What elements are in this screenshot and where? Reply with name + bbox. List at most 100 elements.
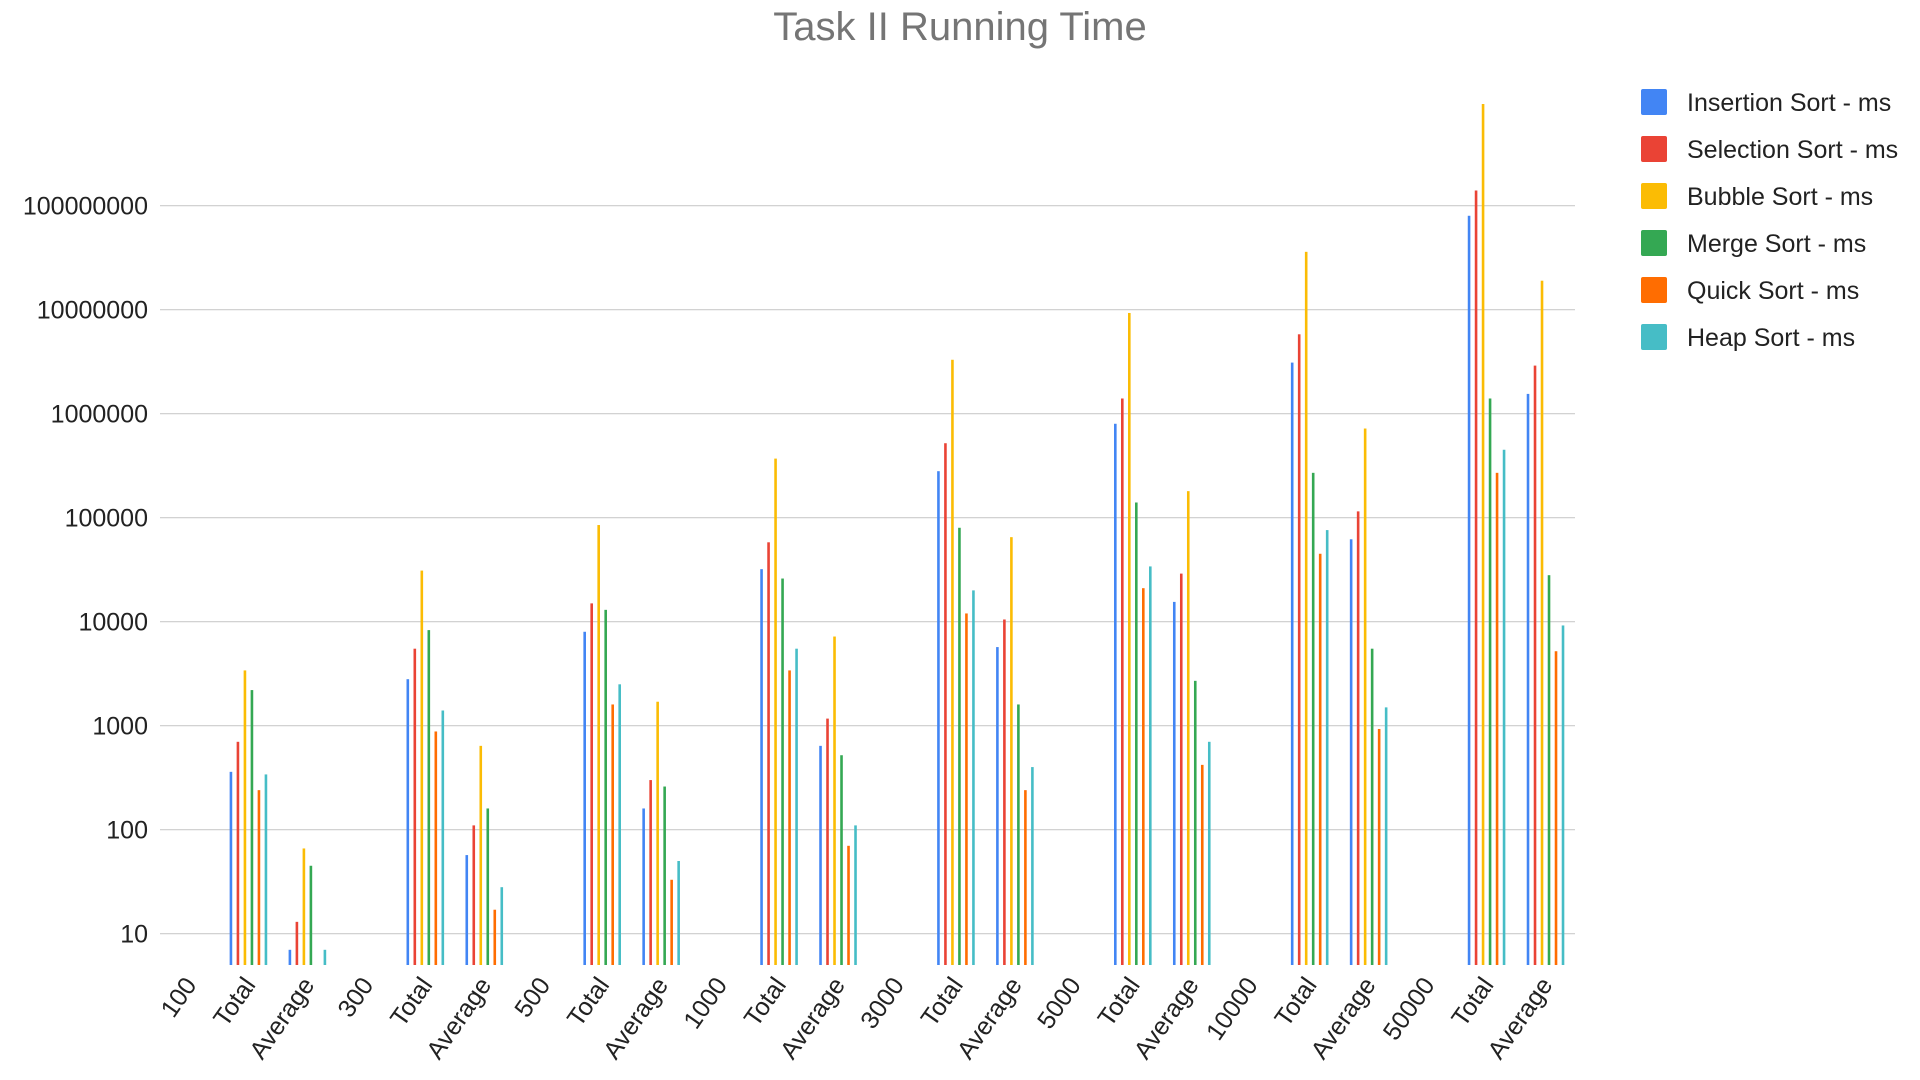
bars bbox=[229, 104, 1565, 966]
legend-label: Bubble Sort - ms bbox=[1687, 183, 1873, 211]
bar bbox=[583, 631, 586, 965]
bar bbox=[243, 670, 247, 965]
bar bbox=[1128, 312, 1131, 965]
bar bbox=[1370, 648, 1374, 965]
bar bbox=[1114, 423, 1117, 966]
bar bbox=[767, 542, 770, 965]
y-tick-label: 100 bbox=[106, 817, 148, 845]
bar bbox=[670, 879, 673, 965]
x-tick-label: Total bbox=[385, 972, 438, 1031]
bar bbox=[958, 527, 961, 965]
legend-label: Selection Sort - ms bbox=[1687, 136, 1898, 164]
legend-label: Merge Sort - ms bbox=[1687, 230, 1866, 258]
bar bbox=[1356, 511, 1360, 965]
bar bbox=[649, 780, 652, 965]
bar bbox=[427, 630, 431, 965]
bar bbox=[944, 443, 947, 966]
bar bbox=[1024, 790, 1027, 965]
bar bbox=[1031, 767, 1034, 965]
y-tick-label: 100000000 bbox=[23, 193, 148, 221]
bar bbox=[486, 808, 490, 965]
bar bbox=[1474, 190, 1478, 966]
bar bbox=[795, 648, 798, 965]
bar bbox=[937, 471, 940, 965]
bar bbox=[833, 636, 836, 965]
x-tick-label: Total bbox=[1446, 972, 1499, 1031]
bar bbox=[1017, 704, 1020, 965]
bar bbox=[854, 825, 857, 965]
bar bbox=[1290, 362, 1294, 965]
bar bbox=[1311, 472, 1315, 965]
bar bbox=[972, 590, 975, 965]
x-tick-label: Total bbox=[208, 972, 261, 1031]
x-tick-label: Total bbox=[1269, 972, 1322, 1031]
bar bbox=[1526, 393, 1530, 965]
bar bbox=[1142, 588, 1145, 965]
bar bbox=[250, 690, 254, 965]
bar bbox=[1540, 280, 1544, 965]
bar bbox=[618, 684, 621, 965]
bar bbox=[1193, 680, 1197, 965]
legend-swatch bbox=[1641, 89, 1667, 115]
bar bbox=[1363, 428, 1367, 966]
y-tick-label: 1000000 bbox=[51, 401, 148, 429]
bar bbox=[951, 359, 954, 965]
bar bbox=[656, 701, 659, 965]
bar bbox=[1561, 625, 1565, 965]
bar bbox=[236, 741, 240, 965]
x-tick-label: 10000 bbox=[1201, 972, 1264, 1045]
bar bbox=[1121, 398, 1124, 965]
bar bbox=[1149, 566, 1152, 965]
bar bbox=[788, 670, 791, 965]
x-tick-label: 5000 bbox=[1032, 972, 1087, 1034]
x-tick-label: 500 bbox=[509, 972, 556, 1022]
bar bbox=[472, 825, 476, 965]
bar bbox=[1325, 530, 1329, 965]
x-tick-label: 100 bbox=[156, 972, 203, 1022]
bar bbox=[1207, 741, 1211, 965]
bar bbox=[1010, 537, 1013, 965]
legend-swatch bbox=[1641, 324, 1667, 350]
y-tick-label: 1000 bbox=[92, 713, 148, 741]
bar bbox=[1318, 553, 1322, 965]
x-tick-label: 1000 bbox=[678, 972, 733, 1034]
bar bbox=[288, 949, 292, 965]
bar bbox=[1554, 651, 1558, 965]
bar bbox=[1135, 502, 1138, 965]
bar bbox=[663, 786, 666, 965]
bar bbox=[309, 865, 313, 965]
bar bbox=[774, 458, 777, 965]
bar bbox=[1533, 365, 1537, 965]
bar bbox=[781, 578, 784, 965]
bar bbox=[826, 718, 829, 965]
bar bbox=[1377, 728, 1381, 965]
bar bbox=[1495, 472, 1499, 965]
bar bbox=[1172, 601, 1176, 965]
x-tick-label: Total bbox=[739, 972, 792, 1031]
bar bbox=[996, 647, 999, 965]
bar bbox=[479, 745, 483, 965]
legend-swatch bbox=[1641, 230, 1667, 256]
bar bbox=[302, 848, 306, 965]
y-tick-label: 100000 bbox=[65, 505, 148, 533]
y-tick-label: 10000 bbox=[78, 609, 148, 637]
bar bbox=[323, 949, 327, 965]
bar bbox=[413, 648, 417, 965]
gridlines bbox=[160, 205, 1575, 935]
bar bbox=[1547, 575, 1551, 965]
bar bbox=[1467, 215, 1471, 966]
x-tick-label: 3000 bbox=[855, 972, 910, 1034]
bar bbox=[229, 771, 233, 965]
x-tick-label: Total bbox=[1092, 972, 1145, 1031]
bar bbox=[965, 613, 968, 965]
legend-swatch bbox=[1641, 277, 1667, 303]
bar bbox=[819, 745, 822, 965]
y-tick-label: 10 bbox=[120, 921, 148, 949]
bar bbox=[604, 609, 607, 965]
legend-label: Quick Sort - ms bbox=[1687, 277, 1859, 305]
bar bbox=[406, 679, 410, 965]
bar bbox=[590, 603, 593, 965]
bar bbox=[264, 774, 268, 965]
bar bbox=[847, 845, 850, 965]
